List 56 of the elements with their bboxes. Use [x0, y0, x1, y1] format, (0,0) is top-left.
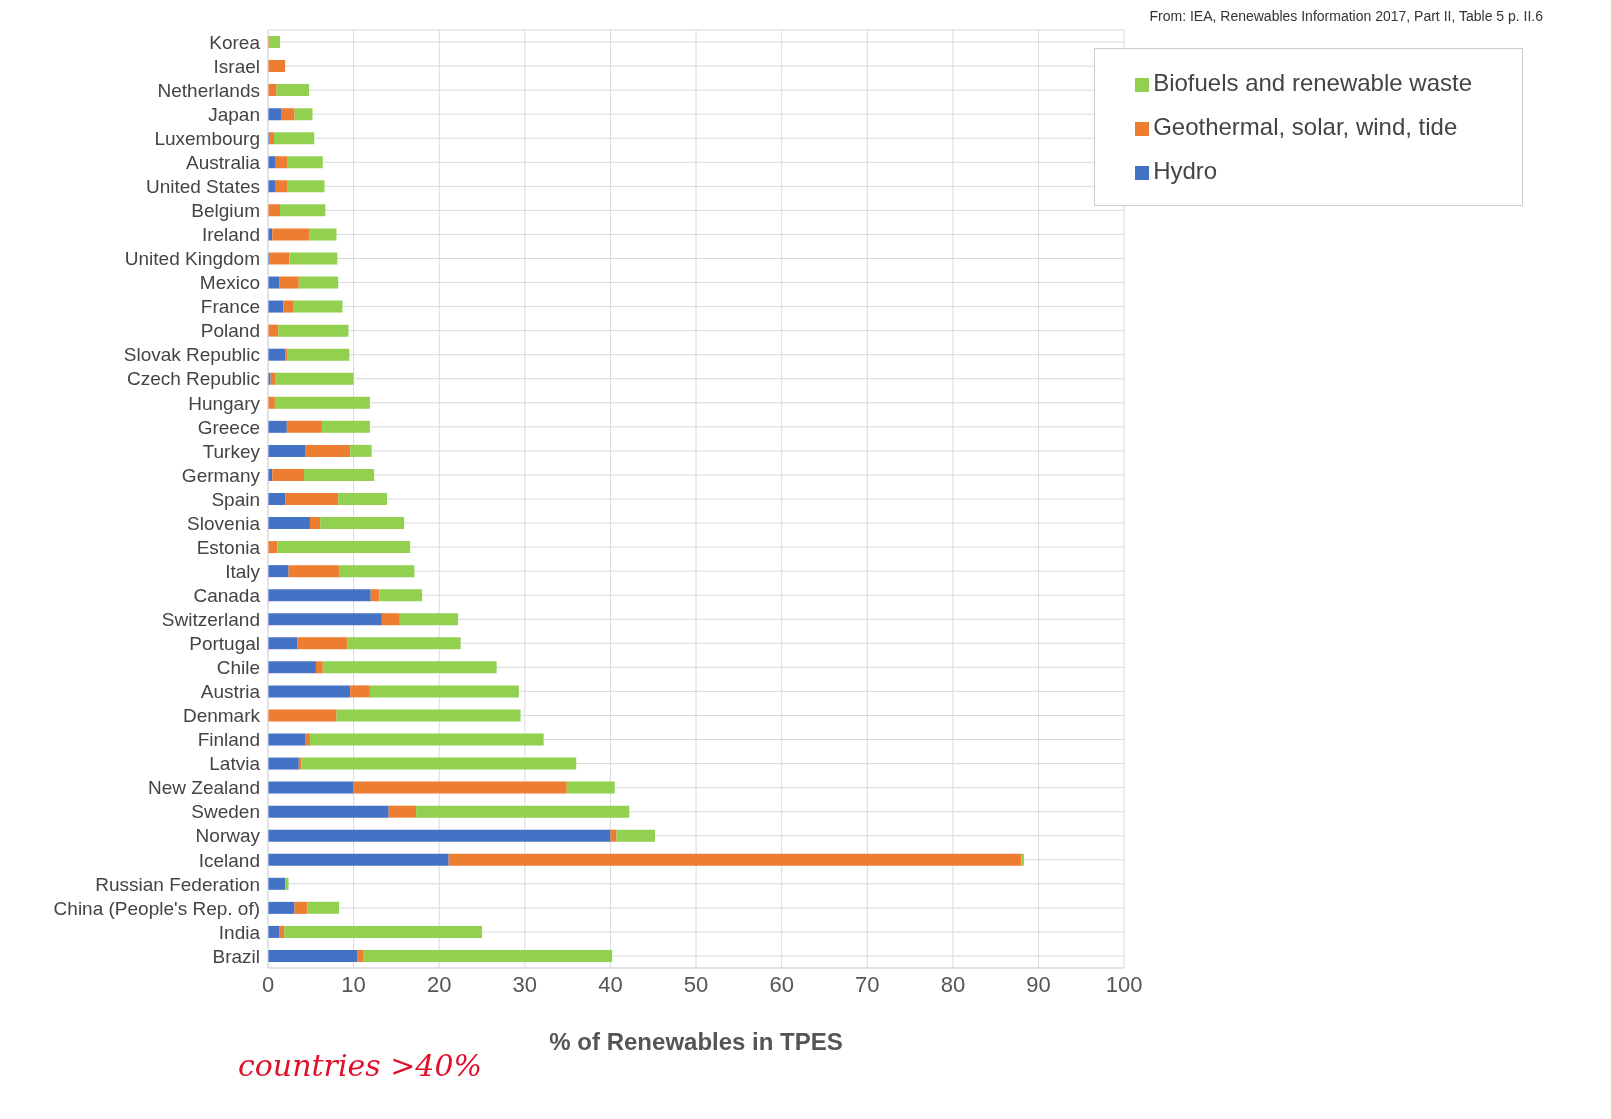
y-tick-label: United Kingdom	[124, 248, 260, 270]
y-tick-label: Australia	[186, 152, 261, 174]
y-tick-label: United States	[145, 176, 260, 198]
x-tick-label: 80	[940, 971, 966, 997]
y-tick-label: Iceland	[198, 849, 260, 871]
y-tick-label: Latvia	[209, 753, 261, 775]
y-tick-label: Korea	[209, 31, 261, 53]
y-tick-label: Russian Federation	[95, 873, 260, 895]
y-tick-label: Netherlands	[157, 79, 260, 101]
x-tick-label: 0	[261, 971, 275, 997]
y-tick-label: Austria	[200, 681, 261, 703]
x-tick-label: 50	[683, 971, 709, 997]
y-tick-label: Chile	[216, 657, 260, 679]
y-tick-label: Brazil	[212, 945, 260, 967]
y-tick-label: Hungary	[188, 392, 261, 414]
y-tick-label: Estonia	[196, 536, 261, 558]
x-tick-label: 20	[426, 971, 452, 997]
y-tick-label: India	[218, 921, 261, 943]
text: countries >40%	[238, 1048, 482, 1083]
x-tick-label: 40	[598, 971, 623, 997]
legend-label: Geothermal, solar, wind, tide	[1153, 113, 1458, 140]
y-tick-label: Canada	[193, 584, 261, 606]
x-tick-label: 60	[769, 971, 794, 997]
y-tick-label: China (People's Rep. of)	[53, 897, 260, 919]
y-tick-label: Poland	[200, 320, 260, 342]
y-tick-label: Switzerland	[161, 609, 260, 630]
x-axis-title: % of Renewables in TPES	[549, 1028, 843, 1055]
y-tick-label: Israel	[213, 55, 260, 77]
y-tick-label: Japan	[208, 103, 260, 125]
y-tick-label: Italy	[225, 560, 261, 582]
y-tick-label: Ireland	[201, 224, 260, 246]
y-tick-label: Denmark	[182, 705, 261, 727]
y-tick-label: Sweden	[191, 801, 260, 823]
y-tick-label: Finland	[197, 729, 260, 751]
x-tick-label: 10	[341, 971, 366, 997]
y-tick-label: Belgium	[191, 200, 260, 222]
text: From: IEA, Renewables Information 2017, Part II, Table 5 p. II.6	[1149, 8, 1543, 24]
y-tick-label: Mexico	[199, 272, 260, 294]
legend-label: Hydro	[1153, 157, 1218, 184]
y-tick-label: Slovenia	[187, 512, 261, 534]
y-tick-label: New Zealand	[148, 777, 260, 799]
y-tick-label: Luxembourg	[154, 127, 260, 149]
y-tick-label: Spain	[211, 488, 260, 510]
y-tick-label: Portugal	[189, 633, 260, 655]
x-tick-label: 30	[512, 971, 538, 997]
y-tick-label: Czech Republic	[126, 368, 260, 390]
y-tick-label: Slovak Republic	[123, 344, 260, 366]
x-tick-label: 90	[1026, 971, 1051, 997]
y-tick-label: Greece	[197, 416, 260, 438]
x-tick-label: 100	[1105, 971, 1143, 997]
y-tick-label: Norway	[195, 825, 261, 847]
y-tick-label: Turkey	[202, 440, 261, 462]
x-tick-label: 70	[855, 971, 880, 997]
legend-label: Biofuels and renewable waste	[1153, 69, 1472, 96]
y-tick-label: France	[200, 296, 260, 318]
y-tick-label: Germany	[181, 464, 261, 486]
